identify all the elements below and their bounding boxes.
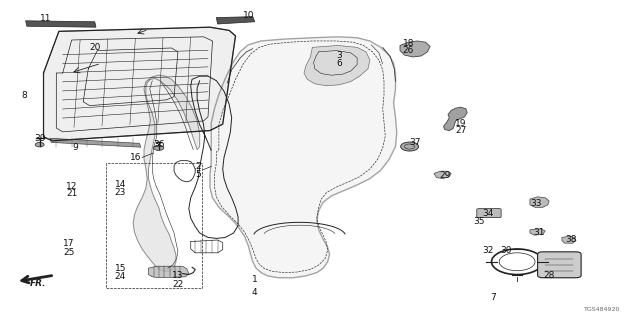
Text: 35: 35 bbox=[473, 217, 484, 226]
Text: 18: 18 bbox=[403, 39, 414, 48]
Text: 19: 19 bbox=[455, 119, 467, 128]
Polygon shape bbox=[50, 138, 141, 147]
Polygon shape bbox=[530, 229, 545, 235]
Polygon shape bbox=[434, 171, 451, 179]
Text: 12: 12 bbox=[66, 182, 77, 191]
Text: 33: 33 bbox=[531, 199, 542, 208]
Text: 3: 3 bbox=[337, 52, 342, 60]
Polygon shape bbox=[26, 21, 96, 27]
Text: 36: 36 bbox=[153, 140, 164, 149]
Polygon shape bbox=[400, 41, 430, 57]
Circle shape bbox=[35, 142, 44, 147]
Polygon shape bbox=[210, 37, 397, 278]
Text: 26: 26 bbox=[403, 46, 414, 55]
Circle shape bbox=[401, 142, 419, 151]
Text: 17: 17 bbox=[63, 239, 75, 248]
Circle shape bbox=[154, 145, 164, 150]
Polygon shape bbox=[530, 197, 549, 207]
Text: 5: 5 bbox=[196, 170, 201, 179]
Text: 14: 14 bbox=[115, 180, 126, 189]
Polygon shape bbox=[44, 27, 236, 141]
Polygon shape bbox=[444, 107, 467, 131]
Text: 8: 8 bbox=[22, 91, 27, 100]
Text: 7: 7 bbox=[490, 293, 495, 302]
Text: 13: 13 bbox=[172, 271, 184, 280]
Text: 11: 11 bbox=[40, 14, 52, 23]
Text: 10: 10 bbox=[243, 12, 254, 20]
Text: 9: 9 bbox=[73, 143, 78, 152]
Polygon shape bbox=[133, 75, 200, 271]
Text: 16: 16 bbox=[130, 153, 141, 162]
Text: 30: 30 bbox=[500, 246, 511, 255]
Text: 29: 29 bbox=[439, 171, 451, 180]
Polygon shape bbox=[216, 17, 255, 24]
Text: 2: 2 bbox=[196, 162, 201, 171]
Text: 28: 28 bbox=[543, 271, 555, 280]
Text: TGS484920: TGS484920 bbox=[584, 307, 621, 312]
Text: 24: 24 bbox=[115, 272, 126, 281]
Text: 15: 15 bbox=[115, 264, 126, 273]
Text: 21: 21 bbox=[66, 189, 77, 198]
Text: 34: 34 bbox=[482, 209, 493, 218]
Text: FR.: FR. bbox=[30, 279, 47, 288]
Text: 38: 38 bbox=[565, 235, 577, 244]
Text: 39: 39 bbox=[34, 134, 45, 143]
Text: 23: 23 bbox=[115, 188, 126, 197]
Text: 1: 1 bbox=[252, 276, 257, 284]
FancyBboxPatch shape bbox=[538, 252, 581, 278]
Polygon shape bbox=[304, 45, 370, 86]
Polygon shape bbox=[562, 236, 576, 243]
Text: 31: 31 bbox=[533, 228, 545, 237]
Text: 27: 27 bbox=[455, 126, 467, 135]
Text: 6: 6 bbox=[337, 59, 342, 68]
Text: 32: 32 bbox=[482, 246, 493, 255]
Text: 22: 22 bbox=[172, 280, 184, 289]
Polygon shape bbox=[148, 266, 189, 278]
Text: 20: 20 bbox=[89, 43, 100, 52]
Text: 4: 4 bbox=[252, 288, 257, 297]
Text: 25: 25 bbox=[63, 248, 75, 257]
Text: 37: 37 bbox=[409, 138, 420, 147]
FancyBboxPatch shape bbox=[477, 209, 501, 218]
